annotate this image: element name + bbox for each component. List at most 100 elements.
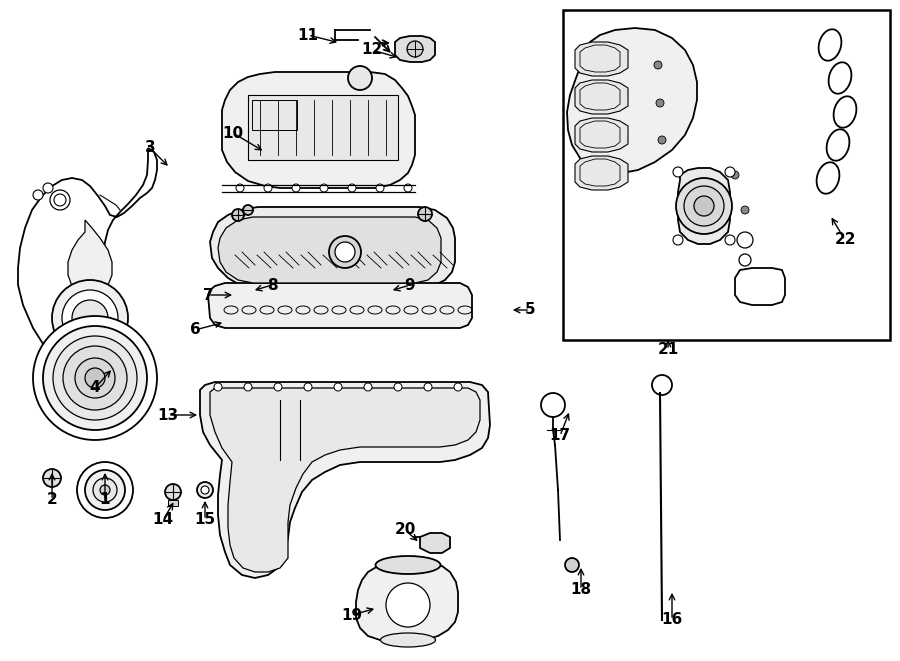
Circle shape [244,383,252,391]
Circle shape [54,194,66,206]
Ellipse shape [375,556,440,574]
Circle shape [264,184,272,192]
Polygon shape [210,388,480,572]
Circle shape [100,485,110,495]
Circle shape [725,235,735,245]
Ellipse shape [829,62,851,94]
Circle shape [85,470,125,510]
Text: 7: 7 [202,288,213,303]
Circle shape [33,190,43,200]
Circle shape [658,136,666,144]
Circle shape [62,290,118,346]
Circle shape [694,196,714,216]
Ellipse shape [819,29,842,61]
Polygon shape [395,36,435,62]
Polygon shape [218,217,441,283]
Polygon shape [575,42,628,76]
Circle shape [684,186,724,226]
Circle shape [673,167,683,177]
Circle shape [43,326,147,430]
Text: 15: 15 [194,512,216,527]
Circle shape [320,184,328,192]
Circle shape [197,482,213,498]
Polygon shape [210,207,455,288]
Circle shape [75,358,115,398]
Text: 1: 1 [100,492,110,508]
Text: 18: 18 [571,582,591,598]
Circle shape [165,484,181,500]
Circle shape [654,61,662,69]
Text: 22: 22 [834,233,856,247]
Polygon shape [420,533,450,553]
Text: 17: 17 [549,428,571,444]
Text: 11: 11 [298,28,319,42]
Text: 16: 16 [662,613,682,627]
Text: 21: 21 [657,342,679,358]
Polygon shape [68,220,112,295]
Circle shape [63,346,127,410]
Circle shape [43,183,53,193]
Circle shape [407,41,423,57]
Circle shape [565,558,579,572]
Circle shape [739,254,751,266]
Circle shape [304,383,312,391]
Circle shape [737,232,753,248]
Text: 13: 13 [158,407,178,422]
Polygon shape [356,560,458,642]
Circle shape [53,336,137,420]
Circle shape [95,375,105,385]
Text: 3: 3 [145,141,156,155]
Text: 12: 12 [362,42,382,58]
Polygon shape [678,168,730,244]
Circle shape [386,583,430,627]
Polygon shape [575,80,628,114]
Circle shape [418,207,432,221]
Bar [252,100,297,130]
Bar [563,10,890,340]
Ellipse shape [826,130,850,161]
Circle shape [52,280,128,356]
Text: 19: 19 [341,607,363,623]
Circle shape [725,167,735,177]
Polygon shape [567,28,697,173]
Circle shape [243,205,253,215]
Text: 10: 10 [222,126,244,141]
Circle shape [673,235,683,245]
Circle shape [93,478,117,502]
Circle shape [348,184,356,192]
Ellipse shape [381,633,436,647]
Text: 20: 20 [394,522,416,537]
Circle shape [454,383,462,391]
Circle shape [50,190,70,210]
Circle shape [676,178,732,234]
Circle shape [236,184,244,192]
Ellipse shape [833,97,857,128]
Polygon shape [575,118,628,152]
Circle shape [404,184,412,192]
Circle shape [741,206,749,214]
Polygon shape [200,382,490,578]
Circle shape [85,368,105,388]
Circle shape [33,316,157,440]
Polygon shape [575,156,628,190]
Circle shape [292,184,300,192]
Polygon shape [735,268,785,305]
Polygon shape [208,283,472,328]
Circle shape [334,383,342,391]
Polygon shape [18,148,157,378]
Circle shape [394,383,402,391]
Circle shape [731,171,739,179]
Circle shape [376,184,384,192]
Circle shape [201,486,209,494]
Circle shape [90,381,100,391]
Text: 5: 5 [525,303,535,317]
Circle shape [232,209,244,221]
Circle shape [335,242,355,262]
Circle shape [43,469,61,487]
Text: 9: 9 [405,278,415,293]
Circle shape [656,99,664,107]
Circle shape [329,236,361,268]
Circle shape [72,300,108,336]
Text: 14: 14 [152,512,174,527]
Text: 6: 6 [190,323,201,338]
